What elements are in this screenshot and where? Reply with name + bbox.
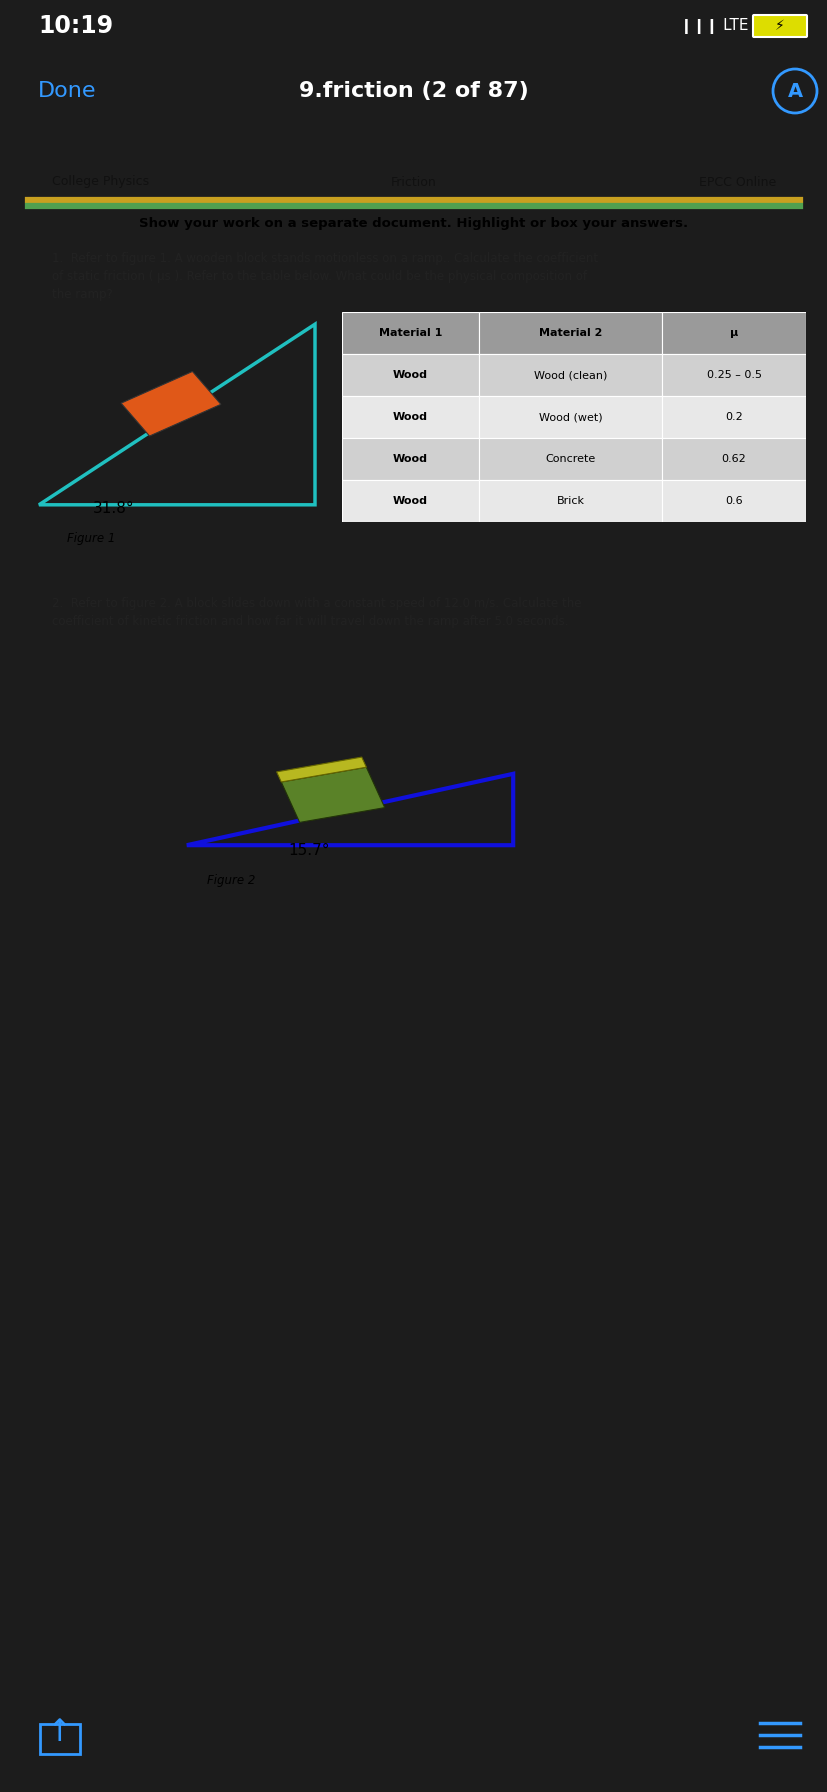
Bar [478, 312, 662, 355]
Text: 0.25 – 0.5: 0.25 – 0.5 [705, 369, 761, 380]
Bar [478, 480, 662, 521]
Polygon shape [281, 767, 385, 823]
Text: Friction: Friction [390, 176, 437, 188]
Bar [342, 437, 478, 480]
Text: Brick: Brick [556, 496, 584, 505]
Bar [342, 396, 478, 437]
Text: the ramp?: the ramp? [52, 289, 112, 301]
Text: A: A [786, 81, 801, 100]
Text: 10:19: 10:19 [38, 14, 113, 38]
Bar [478, 396, 662, 437]
Text: Show your work on a separate document. Highlight or box your answers.: Show your work on a separate document. H… [139, 217, 688, 231]
Text: Wood: Wood [393, 369, 428, 380]
Bar [342, 480, 478, 521]
Bar [662, 480, 805, 521]
Bar [342, 312, 478, 355]
Text: ❙❙❙ LTE: ❙❙❙ LTE [679, 18, 748, 34]
Text: ⚡: ⚡ [774, 20, 784, 32]
Bar [478, 437, 662, 480]
Text: ↑: ↑ [47, 1717, 73, 1747]
Text: 0.2: 0.2 [724, 412, 742, 421]
Text: Done: Done [38, 81, 97, 100]
Bar [662, 355, 805, 396]
Bar [478, 355, 662, 396]
Text: 2.  Refer to figure 2. A block slides down with a constant speed of 12.0 m/s. Ca: 2. Refer to figure 2. A block slides dow… [52, 597, 581, 609]
Text: College Physics: College Physics [52, 176, 149, 188]
Text: μ: μ [729, 328, 738, 339]
Bar [662, 437, 805, 480]
Bar [40, 1724, 80, 1754]
Polygon shape [121, 371, 221, 435]
Text: Material 1: Material 1 [378, 328, 442, 339]
Text: EPCC Online: EPCC Online [698, 176, 775, 188]
Polygon shape [276, 756, 366, 781]
Text: Material 2: Material 2 [538, 328, 601, 339]
Text: 0.62: 0.62 [721, 453, 746, 464]
Text: 15.7°: 15.7° [289, 842, 330, 858]
Text: coefficient of kinetic friction and how far it will travel down the ramp after 5: coefficient of kinetic friction and how … [52, 615, 568, 627]
Text: 1.  Refer to figure 1. A wooden block stands motionless on a ramp.. Calculate th: 1. Refer to figure 1. A wooden block sta… [52, 253, 597, 265]
Text: Wood (wet): Wood (wet) [538, 412, 601, 421]
Text: Wood: Wood [393, 412, 428, 421]
Text: 9.friction (2 of 87): 9.friction (2 of 87) [299, 81, 528, 100]
Text: 0.6: 0.6 [724, 496, 742, 505]
Text: of static friction ( μs ). Refer to the table below. What could be the physical : of static friction ( μs ). Refer to the … [52, 271, 586, 283]
Bar [662, 312, 805, 355]
FancyBboxPatch shape [752, 14, 806, 38]
Text: Concrete: Concrete [545, 453, 595, 464]
Text: Wood (clean): Wood (clean) [533, 369, 606, 380]
Bar [662, 396, 805, 437]
Bar [342, 355, 478, 396]
Text: 31.8°: 31.8° [93, 500, 135, 516]
Text: Figure 2: Figure 2 [207, 874, 255, 887]
Text: Figure 1: Figure 1 [67, 532, 115, 545]
Text: Wood: Wood [393, 496, 428, 505]
Text: Wood: Wood [393, 453, 428, 464]
